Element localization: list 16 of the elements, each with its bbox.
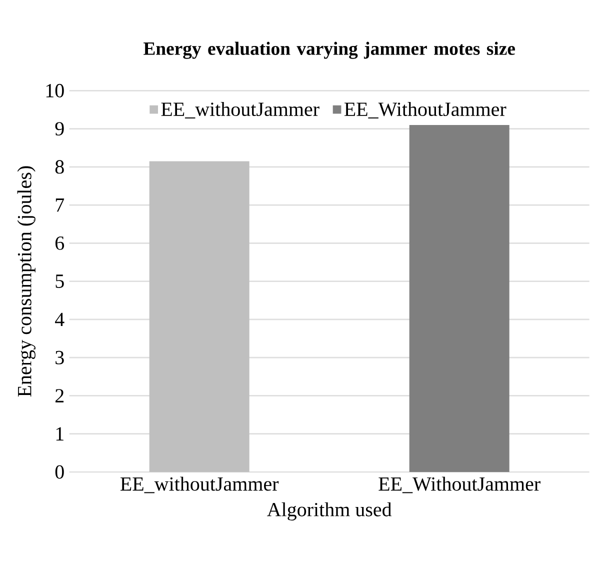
y-tick-label: 5 — [56, 274, 64, 288]
y-axis-title: Energy consumption (joules) — [17, 166, 36, 397]
y-tick-label: 9 — [55, 122, 64, 136]
x-axis-title: Algorithm used — [267, 502, 392, 520]
y-tick-label: 8 — [55, 160, 64, 174]
chart-title: Energy evaluation varying jammer motes size — [144, 42, 515, 59]
y-tick-label: 6 — [55, 236, 64, 250]
y-tick-label: 2 — [56, 389, 64, 402]
y-tick-label: 10 — [46, 84, 64, 98]
y-tick-label: 3 — [56, 350, 64, 364]
legend-label: EE_WithoutJammer — [344, 102, 506, 118]
legend-label: EE_withoutJammer — [161, 102, 320, 118]
y-tick-label: 0 — [55, 465, 64, 479]
y-tick-label: 4 — [55, 312, 64, 326]
y-tick-label: 1 — [56, 427, 64, 440]
y-tick-label: 7 — [56, 198, 64, 212]
